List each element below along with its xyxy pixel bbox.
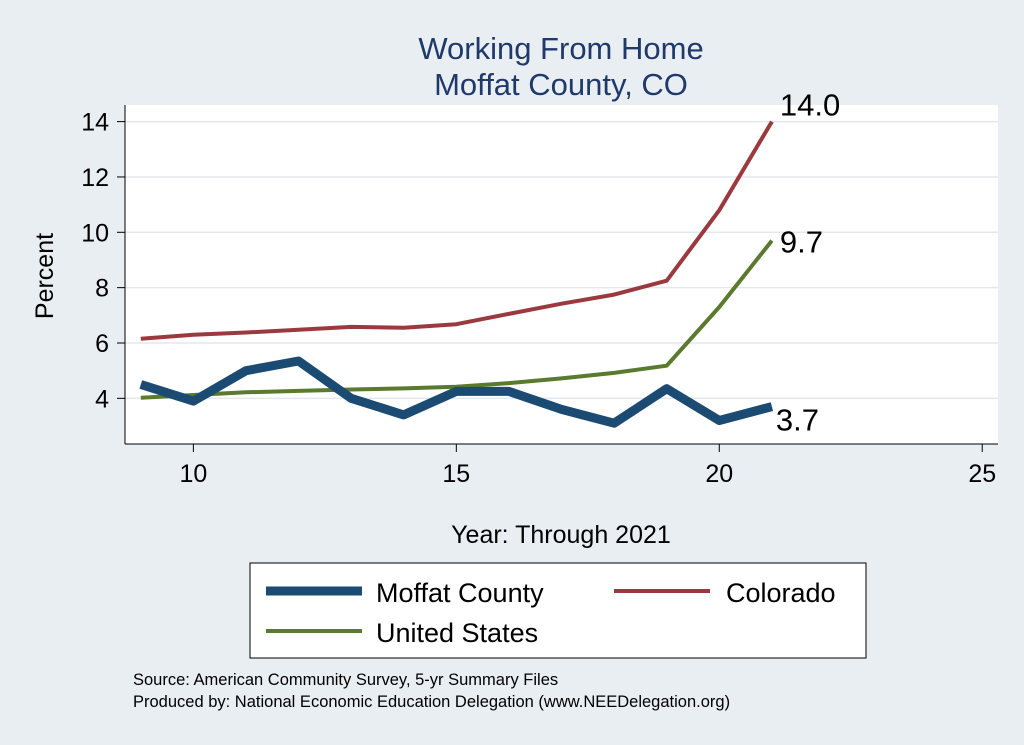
legend-box (249, 562, 867, 659)
source-note: Source: American Community Survey, 5-yr … (133, 671, 558, 689)
x-tick-label: 25 (968, 460, 996, 488)
x-tick-label: 20 (705, 460, 733, 488)
series-line-united-states (140, 239, 774, 400)
axes: 4 6 8 10 12 14 10 15 20 25 (81, 105, 998, 488)
x-tick-label: 10 (179, 460, 207, 488)
series-line-colorado (140, 120, 774, 341)
end-label-united-states: 9.7 (780, 225, 823, 260)
y-tick-label: 4 (95, 385, 109, 413)
x-axis-title: Year: Through 2021 (451, 521, 671, 549)
end-labels: 3.7 14.0 9.7 (776, 88, 840, 438)
series-line-moffat-county (139, 356, 774, 428)
y-tick-label: 12 (81, 164, 109, 192)
y-tick-label: 8 (95, 275, 109, 303)
y-tick-label: 14 (81, 109, 109, 137)
series (139, 120, 774, 428)
chart-title-line-2: Moffat County, CO (434, 67, 688, 102)
legend: Moffat County Colorado United States (249, 562, 867, 659)
x-tick-label: 15 (442, 460, 470, 488)
end-label-moffat-county: 3.7 (776, 403, 819, 438)
grid (125, 120, 998, 400)
legend-label-moffat-county: Moffat County (376, 578, 544, 608)
y-tick-label: 10 (81, 219, 109, 247)
y-axis-title: Percent (31, 233, 59, 319)
legend-label-colorado: Colorado (726, 578, 836, 608)
y-tick-label: 6 (95, 330, 109, 358)
plot-area (125, 105, 998, 444)
chart-title-line-1: Working From Home (418, 31, 703, 66)
producer-note: Produced by: National Economic Education… (133, 693, 730, 711)
legend-label-united-states: United States (376, 618, 538, 648)
end-label-colorado: 14.0 (780, 88, 840, 123)
